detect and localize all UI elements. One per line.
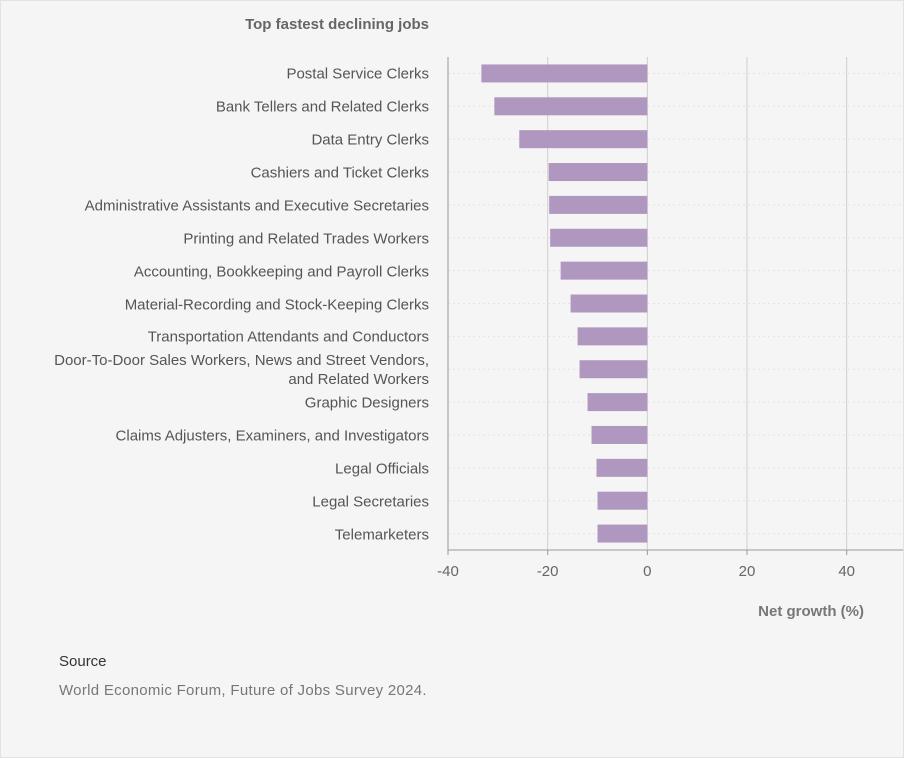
x-tick-label: 20	[739, 563, 756, 580]
y-tick-label: Administrative Assistants and Executive …	[84, 197, 429, 215]
y-tick-label: Graphic Designers	[304, 394, 429, 412]
source-heading: Source	[59, 653, 107, 670]
bar	[548, 163, 648, 182]
bar	[597, 524, 648, 543]
y-tick-label: Postal Service Clerks	[286, 65, 429, 83]
y-tick-label: Claims Adjusters, Examiners, and Investi…	[115, 427, 429, 445]
bar	[570, 294, 648, 313]
bar	[519, 130, 648, 149]
y-tick-label: Legal Officials	[335, 460, 429, 478]
y-tick-label: Bank Tellers and Related Clerks	[215, 98, 429, 116]
bar	[494, 97, 648, 116]
source-text: World Economic Forum, Future of Jobs Sur…	[59, 682, 427, 699]
x-axis-label: Net growth (%)	[758, 603, 864, 620]
bar	[579, 360, 648, 379]
bar	[591, 425, 648, 444]
bar	[560, 261, 648, 280]
bar	[596, 458, 648, 477]
x-tick-label: -20	[537, 563, 559, 580]
y-tick-label: Material-Recording and Stock-Keeping Cle…	[124, 296, 429, 313]
bar	[550, 228, 648, 247]
y-tick-label: Telemarketers	[334, 526, 429, 544]
chart-title: Top fastest declining jobs	[245, 16, 429, 33]
x-tick-label: 0	[643, 563, 651, 580]
y-tick-label: Legal Secretaries	[312, 493, 429, 511]
x-tick-label: -40	[437, 563, 459, 580]
y-tick-label: Printing and Related Trades Workers	[183, 230, 429, 248]
x-tick-label: 40	[838, 563, 855, 580]
bar	[597, 491, 648, 510]
bar	[549, 195, 648, 214]
y-tick-label: Data Entry Clerks	[311, 131, 429, 149]
bar	[577, 327, 648, 346]
y-tick-label: Transportation Attendants and Conductors	[147, 328, 429, 346]
bar	[587, 393, 648, 412]
y-tick-label: Door-To-Door Sales Workers, News and Str…	[54, 352, 429, 389]
bar	[481, 64, 648, 83]
y-tick-label: Cashiers and Ticket Clerks	[250, 164, 429, 182]
y-tick-label: Accounting, Bookkeeping and Payroll Cler…	[133, 263, 429, 281]
